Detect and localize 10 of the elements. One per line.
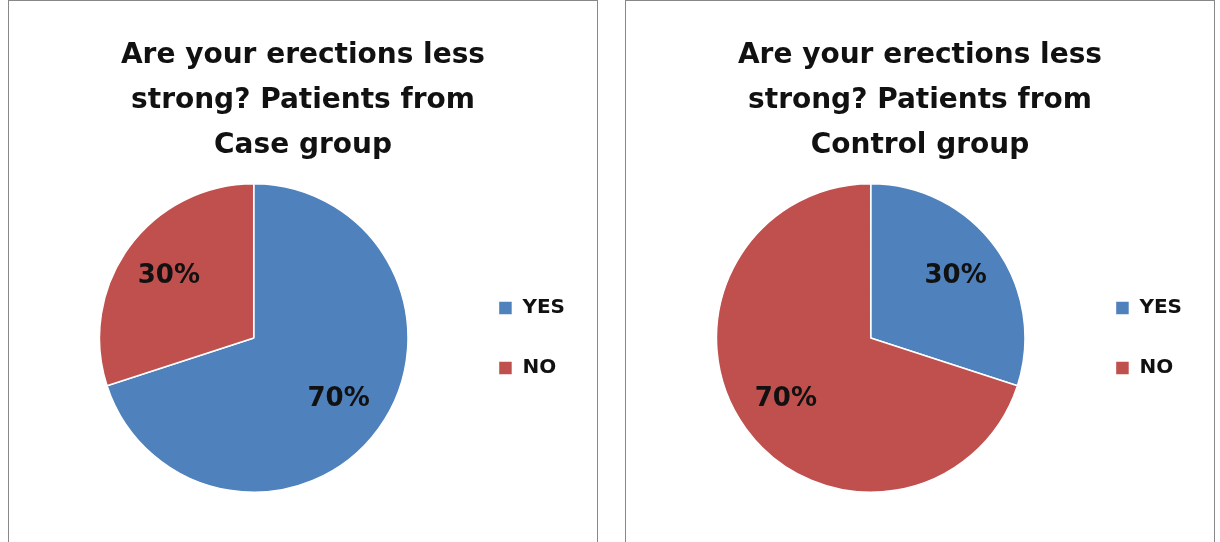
data-label: 30%: [924, 259, 987, 290]
data-label: 70%: [307, 382, 370, 413]
chart-title: Are your erections less strong? Patients from Case group: [119, 36, 487, 162]
legend-label: NO: [1139, 354, 1174, 379]
legend-label: NO: [522, 354, 557, 379]
legend-label: YES: [1138, 294, 1183, 319]
chart-title: Are your erections less strong? Patients from Control group: [736, 36, 1104, 162]
data-label: 30%: [137, 259, 200, 290]
data-label: 70%: [754, 382, 817, 413]
legend-label: YES: [521, 294, 566, 319]
